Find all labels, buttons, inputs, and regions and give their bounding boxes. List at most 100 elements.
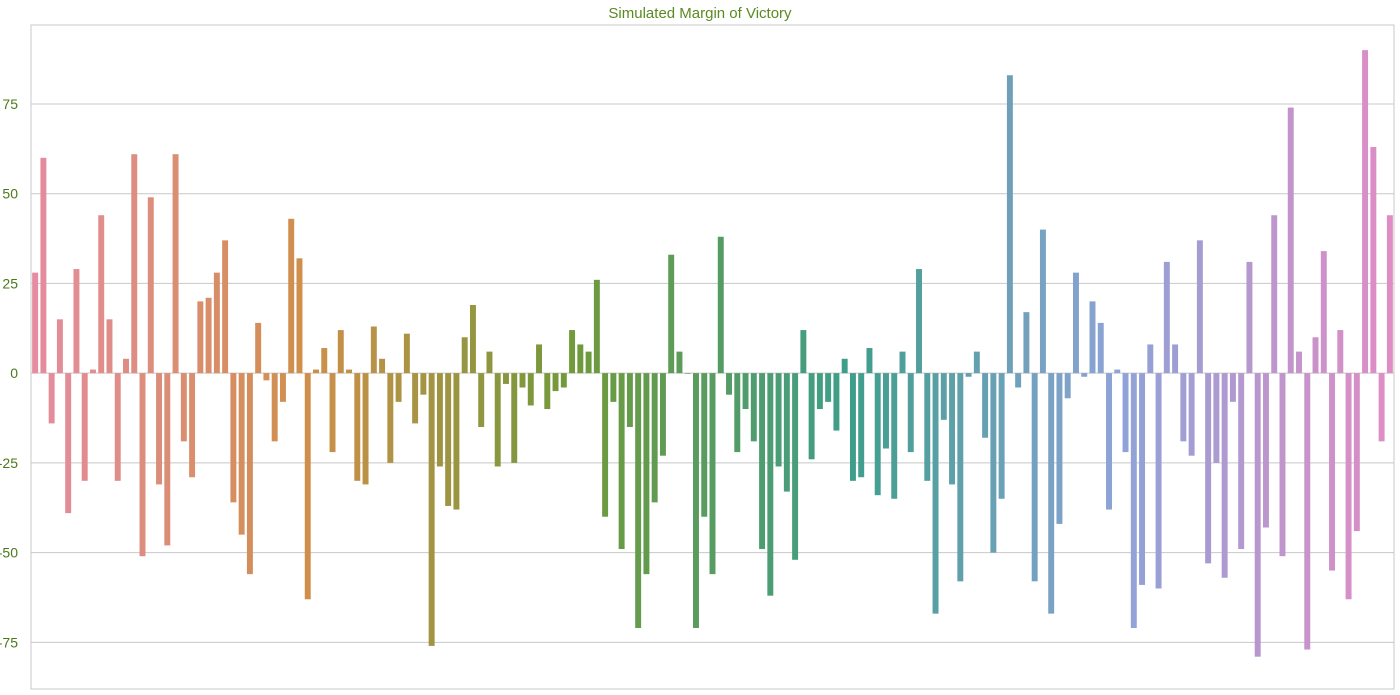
bar [957,373,964,582]
bar [1345,373,1352,600]
bar [1271,215,1278,374]
bar [1163,261,1170,374]
bar [759,373,766,550]
bar [1064,373,1071,399]
bar [626,373,633,427]
bar [263,373,270,381]
bar [461,337,468,374]
bar [213,272,220,374]
bar [940,373,947,420]
bar [40,157,47,374]
bar [1114,369,1121,374]
bar [907,373,914,453]
bar [916,269,922,374]
bar [750,373,757,442]
bar [1320,251,1327,374]
bar [1139,373,1146,585]
bar [1097,322,1104,374]
bar [1122,373,1129,453]
y-tick-label: 75 [2,96,18,112]
bar [337,330,344,374]
bar [1172,344,1179,374]
bar [767,373,774,596]
bar [1072,272,1079,374]
bar [998,373,1005,499]
bar [841,358,848,374]
bar [1279,373,1286,557]
y-tick-label: 25 [2,275,18,291]
bar [527,373,534,406]
bar [246,373,253,575]
bar [114,373,121,481]
bar [800,330,807,374]
bar [659,373,666,456]
bar [1147,344,1154,374]
bar [1329,373,1336,571]
bar [255,322,262,374]
bar [279,373,286,402]
bar [48,373,55,424]
bar [296,258,303,374]
bar [98,215,105,374]
bar [833,373,840,431]
bar [436,373,443,467]
bar [65,373,72,514]
bar [346,369,353,374]
bar [874,373,881,496]
bar [1023,312,1030,374]
bar [1155,373,1162,589]
bar [1039,229,1046,374]
bar [1048,373,1055,614]
bar [1031,373,1038,582]
bar [304,373,311,600]
bar [230,373,237,503]
bar [643,373,650,575]
bar [379,358,386,374]
bar [156,373,163,485]
bar [32,272,39,374]
bar [585,351,592,374]
bar [726,373,732,395]
bar [81,373,88,481]
bar [1221,373,1228,578]
bar [321,348,328,374]
bar [511,373,518,463]
bar [412,373,419,424]
bar [668,254,675,374]
bar [858,373,865,478]
bar [990,373,997,553]
bar [1287,107,1294,374]
bar [56,319,63,374]
bar [1089,301,1096,374]
bar [1106,373,1112,510]
bar [445,373,452,506]
bar [131,154,138,374]
bar [1362,50,1369,374]
bar [701,373,708,517]
y-tick-label: 50 [2,186,18,202]
bar [618,373,625,550]
bar [486,351,493,374]
bar [238,373,245,535]
y-tick-label: -50 [0,545,18,561]
bar [734,373,741,453]
bar [222,240,229,374]
bar [1378,373,1385,442]
bar [808,373,815,460]
bar [354,373,361,481]
bar [139,373,146,557]
bar [717,236,724,374]
bar [1081,373,1088,377]
bar [560,373,567,388]
y-axis-ticks: 75 50 25 0 -25 -50 -75 [0,96,18,650]
bar [973,351,980,374]
bar [1213,373,1220,463]
bar [775,373,782,467]
bar [1246,261,1253,374]
bar [329,373,336,453]
bar [1238,373,1245,550]
bar [651,373,658,503]
bar [577,344,584,374]
bar [1015,373,1022,388]
